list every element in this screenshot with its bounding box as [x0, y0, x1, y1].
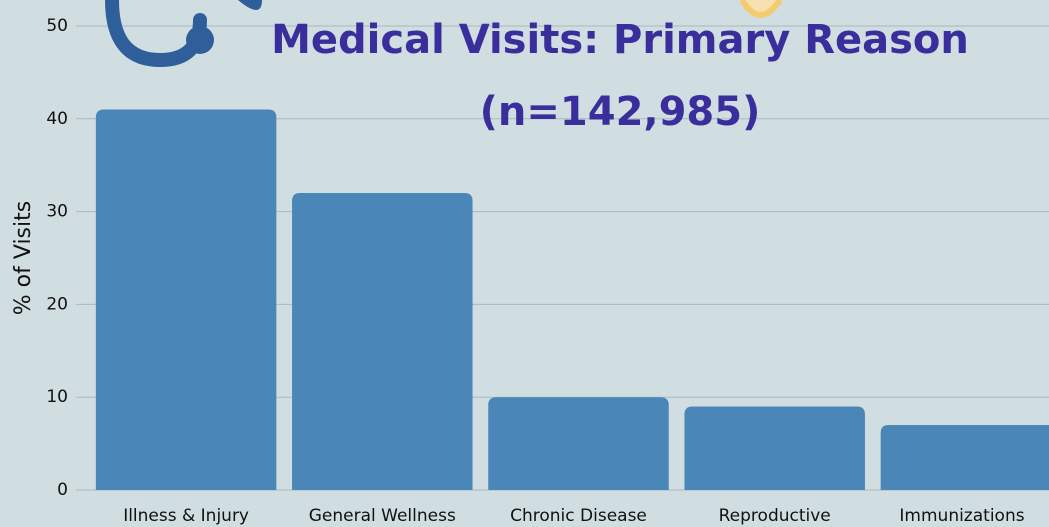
- y-tick-label: 40: [46, 109, 68, 129]
- y-axis-label: % of Visits: [11, 201, 36, 315]
- chart-title: Medical Visits: Primary Reason (n=142,98…: [271, 17, 969, 135]
- stethoscope-icon: [105, 0, 262, 68]
- x-tick-label: Illness & Injury: [123, 506, 249, 526]
- x-tick-label: Immunizations: [899, 506, 1024, 526]
- x-tick-label: Chronic Disease: [510, 506, 647, 526]
- bar: [292, 193, 473, 491]
- y-tick-label: 20: [46, 294, 68, 314]
- y-tick-label: 10: [46, 387, 68, 407]
- y-tick-label: 0: [57, 480, 68, 500]
- bar: [880, 425, 1049, 490]
- y-tick-label: 50: [46, 16, 68, 36]
- heart-icon: [739, 0, 783, 18]
- x-tick-label: General Wellness: [309, 506, 456, 526]
- bar: [95, 109, 277, 491]
- bar: [684, 406, 865, 490]
- x-tick-label: Reproductive: [719, 506, 831, 526]
- bar: [488, 397, 669, 490]
- y-tick-label: 30: [46, 202, 68, 222]
